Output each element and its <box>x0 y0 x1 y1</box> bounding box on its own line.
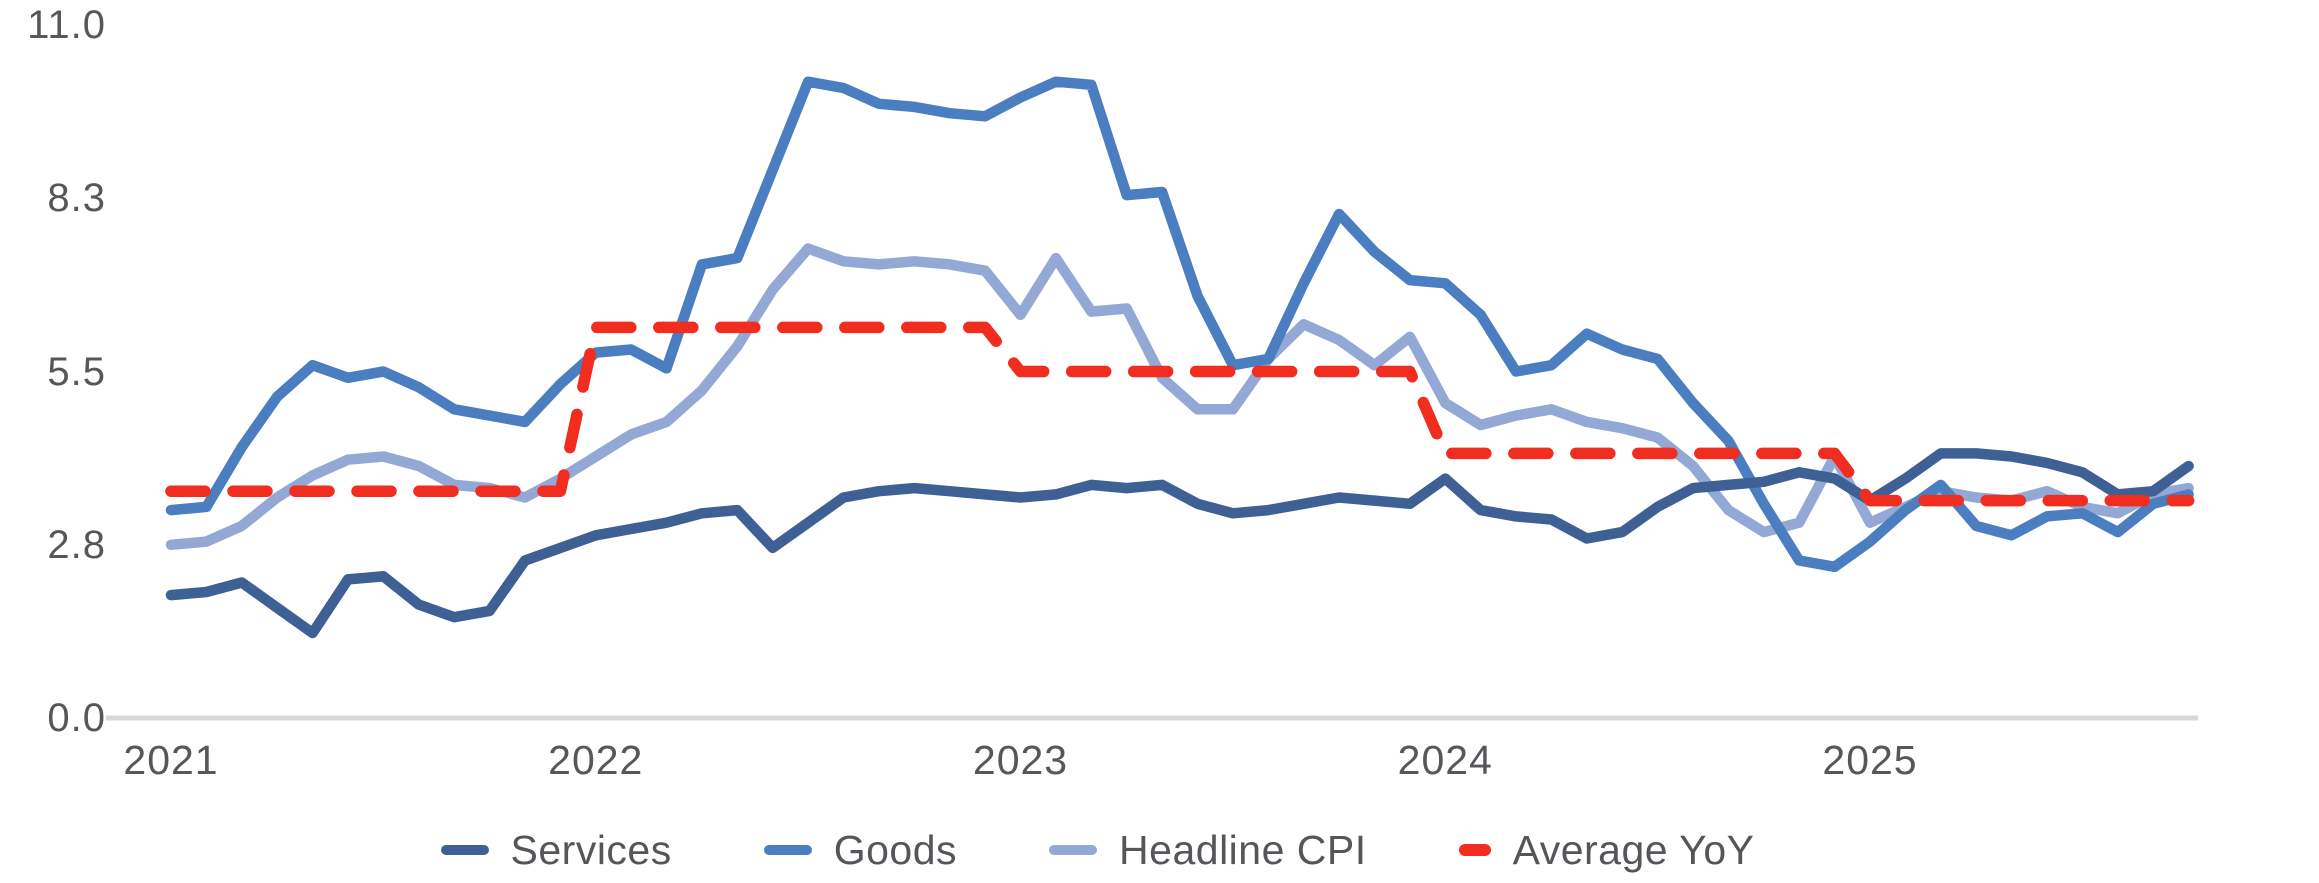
x-axis-tick-label: 2022 <box>548 737 644 783</box>
legend-label-average-yoy: Average YoY <box>1512 827 1755 873</box>
legend-item-goods: Goods <box>763 826 958 874</box>
legend-item-headline-cpi: Headline CPI <box>1049 826 1367 874</box>
y-axis-tick-label: 8.3 <box>47 176 106 221</box>
legend-label-services: Services <box>510 827 672 873</box>
legend-label-headline-cpi: Headline CPI <box>1119 827 1367 873</box>
series-line-average-yoy <box>165 321 2195 507</box>
legend-label-goods: Goods <box>833 827 958 873</box>
x-axis-tick-label: 2023 <box>972 737 1069 783</box>
y-axis-tick-label: 0.0 <box>47 696 106 740</box>
x-axis-tick-label: 2025 <box>1822 737 1918 783</box>
x-axis-tick-label: 2024 <box>1397 737 1493 783</box>
y-axis-tick-label: 5.5 <box>47 349 106 394</box>
legend-swatch-goods-icon <box>763 845 812 855</box>
legend-item-average-yoy: Average YoY <box>1458 826 1755 874</box>
legend-item-services: Services <box>440 826 672 874</box>
legend-swatch-average-yoy-icon <box>1458 844 1491 856</box>
y-axis-tick-label: 11.0 <box>27 3 106 47</box>
legend-swatch-services-icon <box>440 845 489 855</box>
series-line-services <box>165 448 2194 639</box>
chart-legend: Services Goods Headline CPI Average YoY <box>0 826 2319 874</box>
series-line-goods <box>165 76 2194 573</box>
legend-swatch-headline-cpi-icon <box>1049 845 1098 855</box>
x-axis-tick-label: 2021 <box>123 737 219 783</box>
y-axis-tick-label: 2.8 <box>47 522 106 567</box>
